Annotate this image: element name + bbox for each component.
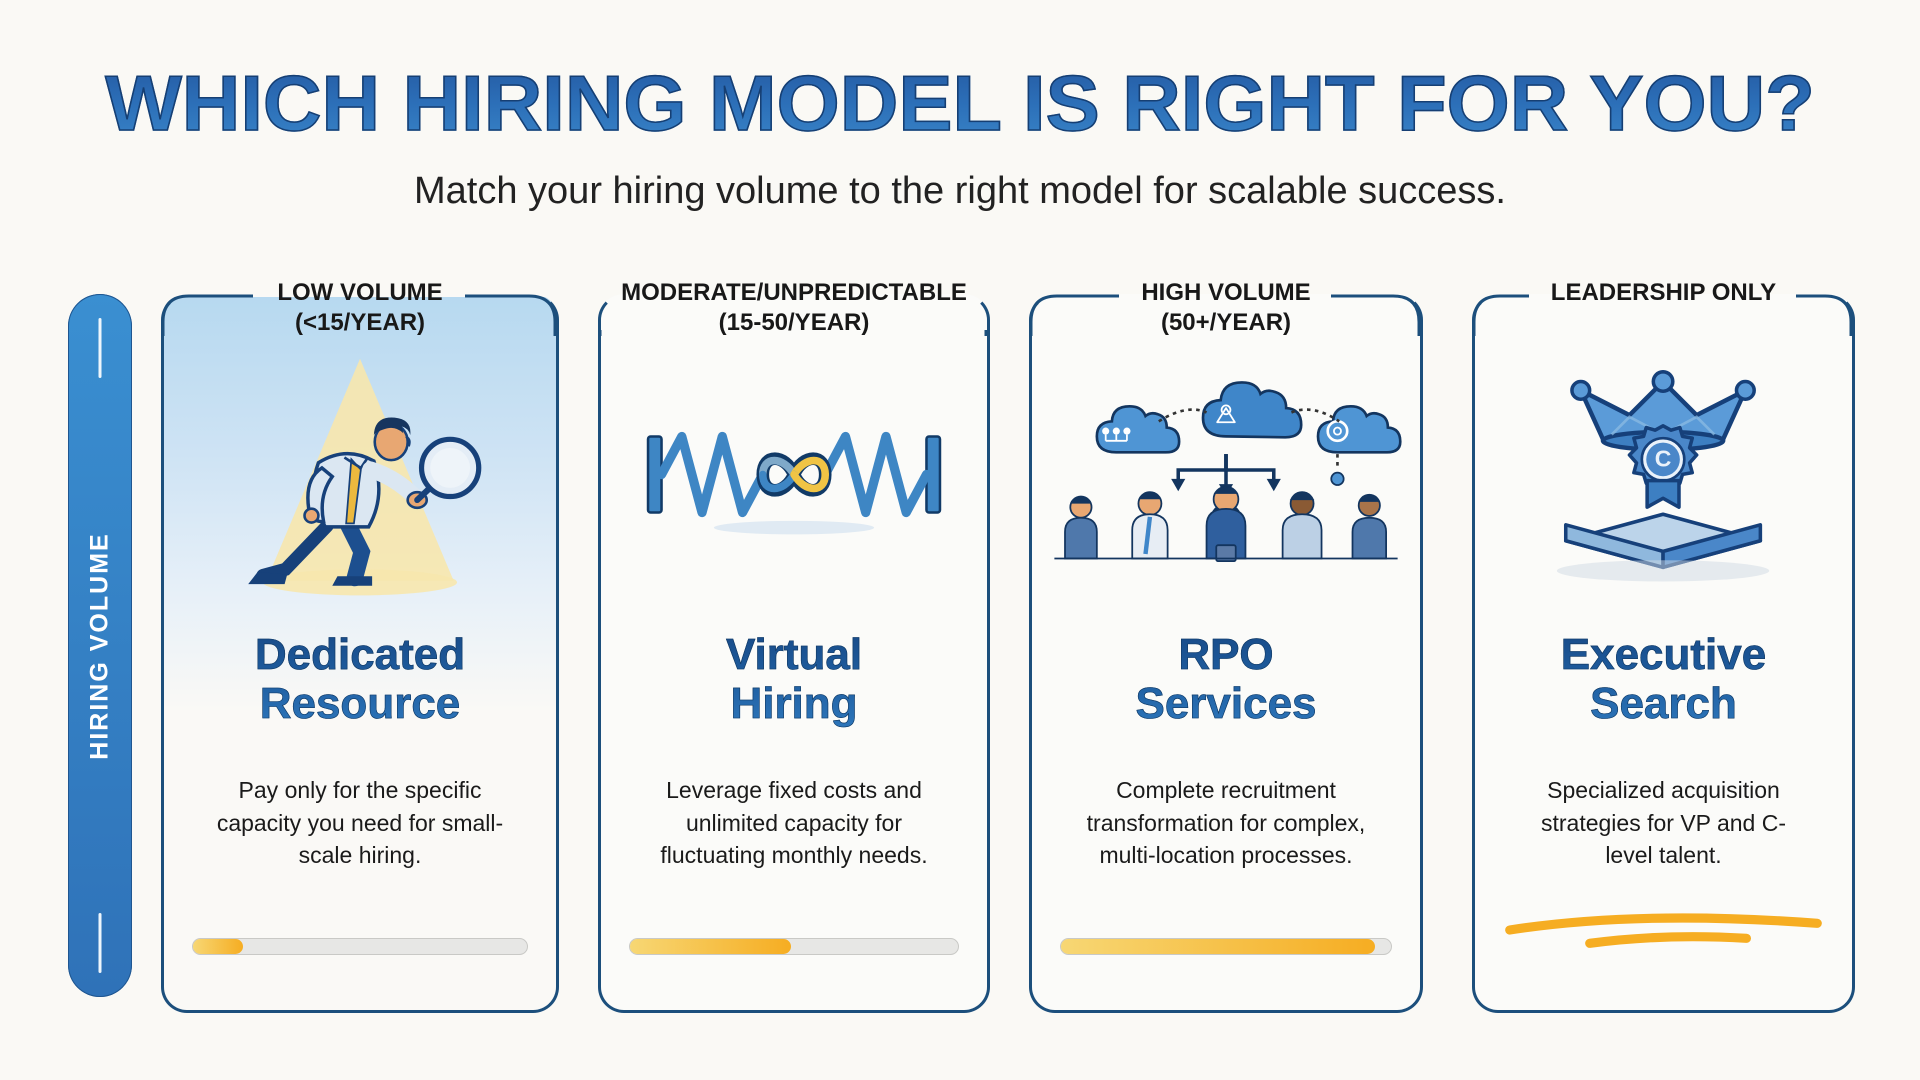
svg-text:C: C xyxy=(1655,445,1672,471)
